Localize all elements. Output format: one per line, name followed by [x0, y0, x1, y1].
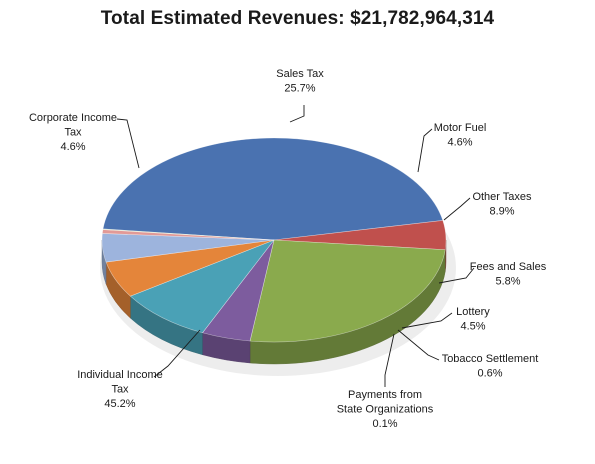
- pie-sides: [101, 239, 447, 365]
- slice-label-individual-income-tax: Individual Income: [77, 369, 163, 381]
- data-label-other-taxes: 8.9%: [489, 206, 514, 218]
- leader-line-individual-income-tax: [153, 329, 201, 378]
- slice-label-payments-from-state-organizations: State Organizations: [337, 404, 434, 416]
- slice-label-fees-and-sales: Fees and Sales: [470, 261, 547, 273]
- data-label-tobacco-settlement: 0.6%: [477, 368, 502, 380]
- slice-label-individual-income-tax: Tax: [111, 384, 129, 396]
- data-label-payments-from-state-organizations: 0.1%: [372, 418, 397, 430]
- leader-line-corporate-income-tax: [116, 118, 140, 169]
- data-label-motor-fuel: 4.6%: [447, 137, 472, 149]
- pie-slice-sales-tax: [249, 239, 446, 343]
- slice-label-payments-from-state-organizations: Payments from: [348, 389, 422, 401]
- leader-line-motor-fuel: [417, 128, 433, 173]
- pie-labels: Individual Income Tax 45.2% Corporate Incom…: [29, 68, 547, 430]
- slice-label-corporate-income-tax: Tax: [64, 127, 82, 139]
- slice-label-other-taxes: Other Taxes: [472, 191, 532, 203]
- data-label-lottery: 4.5%: [460, 321, 485, 333]
- pie-slice-payments-from-state-organizations: [102, 228, 275, 241]
- leader-line-tobacco-settlement: [397, 329, 440, 361]
- pie-slice-individual-income-tax: [102, 137, 444, 241]
- slice-label-motor-fuel: Motor Fuel: [434, 122, 487, 134]
- data-label-fees-and-sales: 5.8%: [495, 276, 520, 288]
- leader-line-lottery: [401, 312, 453, 329]
- data-label-sales-tax: 25.7%: [284, 83, 315, 95]
- pie-top: [101, 137, 447, 343]
- leader-line-payments-from-state-organizations: [384, 333, 395, 387]
- slice-label-sales-tax: Sales Tax: [276, 68, 324, 80]
- data-label-corporate-income-tax: 4.6%: [60, 141, 85, 153]
- leader-line-other-taxes: [443, 197, 471, 221]
- slice-label-lottery: Lottery: [456, 306, 490, 318]
- data-label-individual-income-tax: 45.2%: [104, 398, 135, 410]
- leader-line-fees-and-sales: [438, 267, 475, 284]
- chart-title: Total Estimated Revenues: $21,782,964,31…: [100, 8, 495, 29]
- pie-slice-other-taxes: [129, 239, 275, 334]
- slice-label-tobacco-settlement: Tobacco Settlement: [442, 353, 539, 365]
- slice-label-corporate-income-tax: Corporate Income: [29, 112, 117, 124]
- leader-line-sales-tax: [289, 105, 305, 123]
